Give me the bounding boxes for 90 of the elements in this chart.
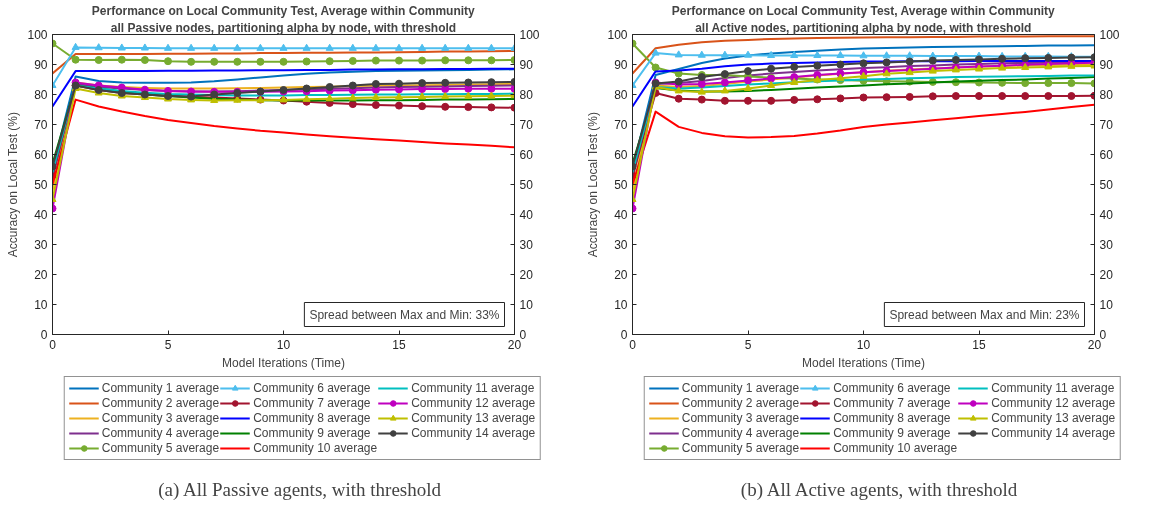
legend-label: Community 12 average (411, 396, 536, 410)
y-tick-label: 100 (27, 28, 48, 42)
y-axis-title: Accuracy on Local Test (%) (586, 112, 601, 258)
y-tick-label: 60 (34, 148, 48, 162)
legend-label: Community 5 average (101, 441, 220, 455)
legend-label: Community 6 average (253, 381, 371, 395)
y2-tick-label: 50 (519, 178, 534, 192)
y-axis-title: Accuracy on Local Test (%) (6, 112, 21, 258)
legend-label: Community 9 average (253, 426, 371, 440)
x-tick-label: 10 (856, 337, 871, 352)
y2-tick-label: 70 (519, 118, 534, 132)
legend-label: Community 7 average (833, 396, 951, 410)
legend-label: Community 14 average (411, 426, 536, 440)
annotation: Spread between Max and Min: 33% (309, 307, 500, 322)
legend-label: Community 13 average (411, 411, 536, 425)
legend-label: Community 1 average (681, 381, 800, 395)
y2-tick-label: 90 (1099, 58, 1114, 72)
legend-label: Community 3 average (101, 411, 220, 425)
y2-tick-label: 100 (519, 28, 540, 42)
y-tick-label: 60 (614, 148, 628, 162)
y-tick-label: 80 (34, 88, 48, 102)
y-tick-label: 50 (34, 178, 48, 192)
y2-tick-label: 10 (1099, 298, 1114, 312)
y2-tick-label: 60 (1099, 148, 1114, 162)
y-tick-label: 20 (614, 268, 628, 282)
y2-tick-label: 80 (519, 88, 534, 102)
y2-tick-label: 80 (1099, 88, 1114, 102)
x-tick-label: 15 (972, 337, 986, 352)
legend-label: Community 5 average (681, 441, 800, 455)
x-axis-title: Model Iterations (Time) (802, 355, 925, 370)
y-tick-label: 80 (614, 88, 628, 102)
chart-subtitle: all Active nodes, partitioning alpha by node, with threshold (695, 20, 1032, 35)
y-tick-label: 0 (620, 328, 628, 342)
x-tick-label: 5 (164, 337, 172, 352)
legend-label: Community 1 average (101, 381, 220, 395)
y2-tick-label: 100 (1099, 28, 1120, 42)
y-tick-label: 10 (34, 298, 48, 312)
x-tick-label: 5 (744, 337, 752, 352)
annotation: Spread between Max and Min: 23% (889, 307, 1080, 322)
text: (b) All Active agents, with threshold (740, 478, 1018, 501)
y2-tick-label: 60 (519, 148, 534, 162)
x-tick-label: 10 (276, 337, 291, 352)
legend-label: Community 12 average (991, 396, 1116, 410)
y-tick-label: 70 (614, 118, 628, 132)
y-tick-label: 40 (34, 208, 48, 222)
y2-tick-label: 30 (1099, 238, 1114, 252)
y2-tick-label: 40 (1099, 208, 1114, 222)
legend-label: Community 7 average (253, 396, 371, 410)
y-tick-label: 100 (607, 28, 628, 42)
y2-tick-label: 50 (1099, 178, 1114, 192)
y-tick-label: 20 (34, 268, 48, 282)
y-tick-label: 30 (614, 238, 628, 252)
chart-subtitle: all Passive nodes, partitioning alpha by node, with threshold (110, 20, 457, 35)
legend-label: Community 10 average (833, 441, 958, 455)
legend-label: Community 9 average (833, 426, 951, 440)
chart-title: Performance on Local Community Test, Average within Community (671, 3, 1056, 18)
legend-label: Community 13 average (991, 411, 1116, 425)
x-tick-label: 15 (392, 337, 406, 352)
y2-tick-label: 90 (519, 58, 534, 72)
y-tick-label: 90 (614, 58, 628, 72)
y2-tick-label: 40 (519, 208, 534, 222)
legend-label: Community 2 average (681, 396, 800, 410)
text: (a) All Passive agents, with threshold (158, 478, 442, 501)
legend-label: Community 3 average (681, 411, 800, 425)
legend-label: Community 4 average (681, 426, 800, 440)
y2-tick-label: 30 (519, 238, 534, 252)
y-tick-label: 30 (34, 238, 48, 252)
y-tick-label: 10 (614, 298, 628, 312)
chart-title: Performance on Local Community Test, Average within Community (91, 3, 476, 18)
legend-label: Community 14 average (991, 426, 1116, 440)
y2-tick-label: 20 (519, 268, 534, 282)
y2-tick-label: 0 (1099, 328, 1107, 342)
y2-tick-label: 70 (1099, 118, 1114, 132)
x-axis-title: Model Iterations (Time) (222, 355, 345, 370)
y2-tick-label: 10 (519, 298, 534, 312)
y-tick-label: 40 (614, 208, 628, 222)
legend-label: Community 8 average (253, 411, 371, 425)
y2-tick-label: 0 (519, 328, 527, 342)
legend-label: Community 10 average (253, 441, 378, 455)
y-tick-label: 70 (34, 118, 48, 132)
legend-label: Community 6 average (833, 381, 951, 395)
legend-label: Community 2 average (101, 396, 220, 410)
legend-label: Community 8 average (833, 411, 951, 425)
y-tick-label: 0 (40, 328, 48, 342)
y2-tick-label: 20 (1099, 268, 1114, 282)
y-tick-label: 90 (34, 58, 48, 72)
legend-label: Community 11 average (991, 381, 1115, 395)
legend-label: Community 11 average (411, 381, 535, 395)
y-tick-label: 50 (614, 178, 628, 192)
legend-label: Community 4 average (101, 426, 220, 440)
